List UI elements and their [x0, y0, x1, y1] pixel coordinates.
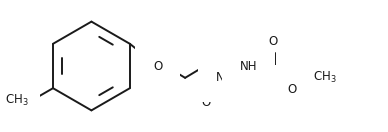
Text: CH$_3$: CH$_3$	[314, 70, 337, 85]
Text: CH$_3$: CH$_3$	[5, 93, 29, 108]
Text: O: O	[202, 96, 211, 109]
Text: O: O	[287, 83, 296, 96]
Text: NH: NH	[216, 71, 233, 84]
Text: NH: NH	[239, 60, 257, 72]
Text: O: O	[269, 35, 278, 48]
Text: O: O	[153, 60, 162, 72]
